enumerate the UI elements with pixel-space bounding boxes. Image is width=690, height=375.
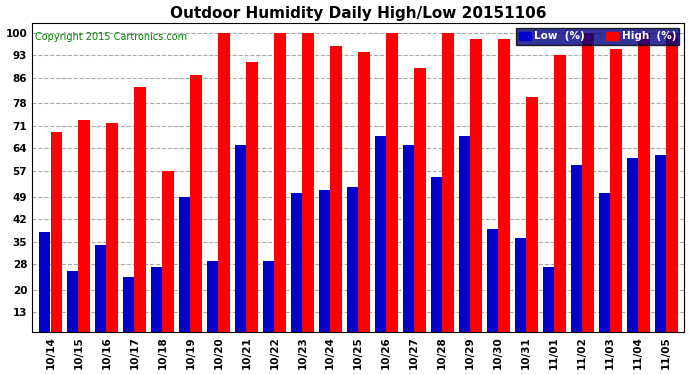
Bar [638, 33, 649, 354]
Bar [79, 120, 90, 354]
Bar [431, 177, 442, 354]
Bar [246, 62, 257, 354]
Title: Outdoor Humidity Daily High/Low 20151106: Outdoor Humidity Daily High/Low 20151106 [170, 6, 546, 21]
Bar [207, 261, 218, 354]
Bar [459, 136, 470, 354]
Bar [291, 194, 302, 354]
Bar [331, 46, 342, 354]
Bar [219, 33, 230, 354]
Bar [543, 267, 554, 354]
Bar [403, 145, 414, 354]
Bar [554, 55, 566, 354]
Bar [526, 97, 538, 354]
Bar [151, 267, 162, 354]
Bar [582, 33, 593, 354]
Bar [179, 197, 190, 354]
Bar [487, 229, 498, 354]
Bar [471, 39, 482, 354]
Bar [95, 245, 106, 354]
Bar [358, 52, 370, 354]
Bar [190, 75, 201, 354]
Bar [386, 33, 397, 354]
Bar [235, 145, 246, 354]
Bar [275, 33, 286, 354]
Bar [162, 171, 174, 354]
Bar [655, 155, 666, 354]
Bar [571, 165, 582, 354]
Bar [375, 136, 386, 354]
Bar [302, 33, 314, 354]
Text: Copyright 2015 Cartronics.com: Copyright 2015 Cartronics.com [35, 32, 188, 42]
Bar [50, 132, 61, 354]
Bar [67, 271, 78, 354]
Bar [123, 277, 135, 354]
Bar [667, 33, 678, 354]
Legend: Low  (%), High  (%): Low (%), High (%) [515, 28, 679, 45]
Bar [599, 194, 610, 354]
Bar [135, 87, 146, 354]
Bar [319, 190, 331, 354]
Bar [627, 158, 638, 354]
Bar [263, 261, 274, 354]
Bar [347, 187, 358, 354]
Bar [498, 39, 510, 354]
Bar [442, 33, 453, 354]
Bar [106, 123, 118, 354]
Bar [515, 238, 526, 354]
Bar [415, 68, 426, 354]
Bar [611, 49, 622, 354]
Bar [39, 232, 50, 354]
